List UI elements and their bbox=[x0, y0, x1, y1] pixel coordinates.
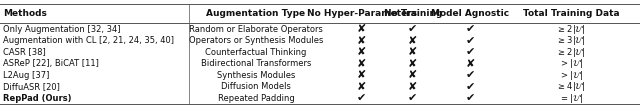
Text: Bidirectional Transformers: Bidirectional Transformers bbox=[201, 59, 311, 68]
Text: ≥ 3|$\mathcal{U}$|: ≥ 3|$\mathcal{U}$| bbox=[557, 34, 586, 47]
Text: ✘: ✘ bbox=[357, 82, 366, 92]
Text: ≥ 2|$\mathcal{U}$|: ≥ 2|$\mathcal{U}$| bbox=[557, 23, 586, 36]
Text: ✘: ✘ bbox=[357, 70, 366, 80]
Text: ✘: ✘ bbox=[357, 59, 366, 69]
Text: Methods: Methods bbox=[3, 9, 47, 18]
Text: ✔: ✔ bbox=[466, 93, 475, 103]
Text: Total Training Data: Total Training Data bbox=[524, 9, 620, 18]
Text: Augmentation with CL [2, 21, 24, 35, 40]: Augmentation with CL [2, 21, 24, 35, 40] bbox=[3, 36, 174, 45]
Text: ✘: ✘ bbox=[357, 36, 366, 46]
Text: ✘: ✘ bbox=[466, 59, 475, 69]
Text: ✔: ✔ bbox=[466, 24, 475, 34]
Text: Model Agnostic: Model Agnostic bbox=[431, 9, 509, 18]
Text: Operators or Synthesis Modules: Operators or Synthesis Modules bbox=[189, 36, 323, 45]
Text: ≥ 2|$\mathcal{U}$|: ≥ 2|$\mathcal{U}$| bbox=[557, 46, 586, 59]
Text: Only Augmentation [32, 34]: Only Augmentation [32, 34] bbox=[3, 25, 121, 34]
Text: ✘: ✘ bbox=[357, 47, 366, 57]
Text: ✔: ✔ bbox=[466, 82, 475, 92]
Text: RepPad (Ours): RepPad (Ours) bbox=[3, 94, 72, 103]
Text: Random or Elaborate Operators: Random or Elaborate Operators bbox=[189, 25, 323, 34]
Text: ✘: ✘ bbox=[408, 59, 417, 69]
Text: ✘: ✘ bbox=[357, 24, 366, 34]
Text: > |$\mathcal{U}$|: > |$\mathcal{U}$| bbox=[560, 69, 583, 82]
Text: ✔: ✔ bbox=[466, 47, 475, 57]
Text: ✔: ✔ bbox=[408, 93, 417, 103]
Text: = |$\mathcal{U}$|: = |$\mathcal{U}$| bbox=[560, 92, 583, 105]
Text: ✔: ✔ bbox=[466, 36, 475, 46]
Text: ✘: ✘ bbox=[408, 82, 417, 92]
Text: DiffuASR [20]: DiffuASR [20] bbox=[3, 82, 60, 91]
Text: No Training: No Training bbox=[383, 9, 442, 18]
Text: ✘: ✘ bbox=[408, 36, 417, 46]
Text: L2Aug [37]: L2Aug [37] bbox=[3, 71, 49, 80]
Text: CASR [38]: CASR [38] bbox=[3, 48, 46, 57]
Text: ✔: ✔ bbox=[408, 24, 417, 34]
Text: > |$\mathcal{U}$|: > |$\mathcal{U}$| bbox=[560, 57, 583, 70]
Text: ✘: ✘ bbox=[408, 47, 417, 57]
Text: Repeated Padding: Repeated Padding bbox=[218, 94, 294, 103]
Text: Diffusion Models: Diffusion Models bbox=[221, 82, 291, 91]
Text: ASReP [22], BiCAT [11]: ASReP [22], BiCAT [11] bbox=[3, 59, 99, 68]
Text: Counterfactual Thinking: Counterfactual Thinking bbox=[205, 48, 307, 57]
Text: Augmentation Type: Augmentation Type bbox=[207, 9, 305, 18]
Text: No Hyper-Parameters: No Hyper-Parameters bbox=[307, 9, 417, 18]
Text: ✔: ✔ bbox=[466, 70, 475, 80]
Text: ≥ 4|$\mathcal{U}$|: ≥ 4|$\mathcal{U}$| bbox=[557, 80, 586, 93]
Text: ✔: ✔ bbox=[357, 93, 366, 103]
Text: Synthesis Modules: Synthesis Modules bbox=[217, 71, 295, 80]
Text: ✘: ✘ bbox=[408, 70, 417, 80]
